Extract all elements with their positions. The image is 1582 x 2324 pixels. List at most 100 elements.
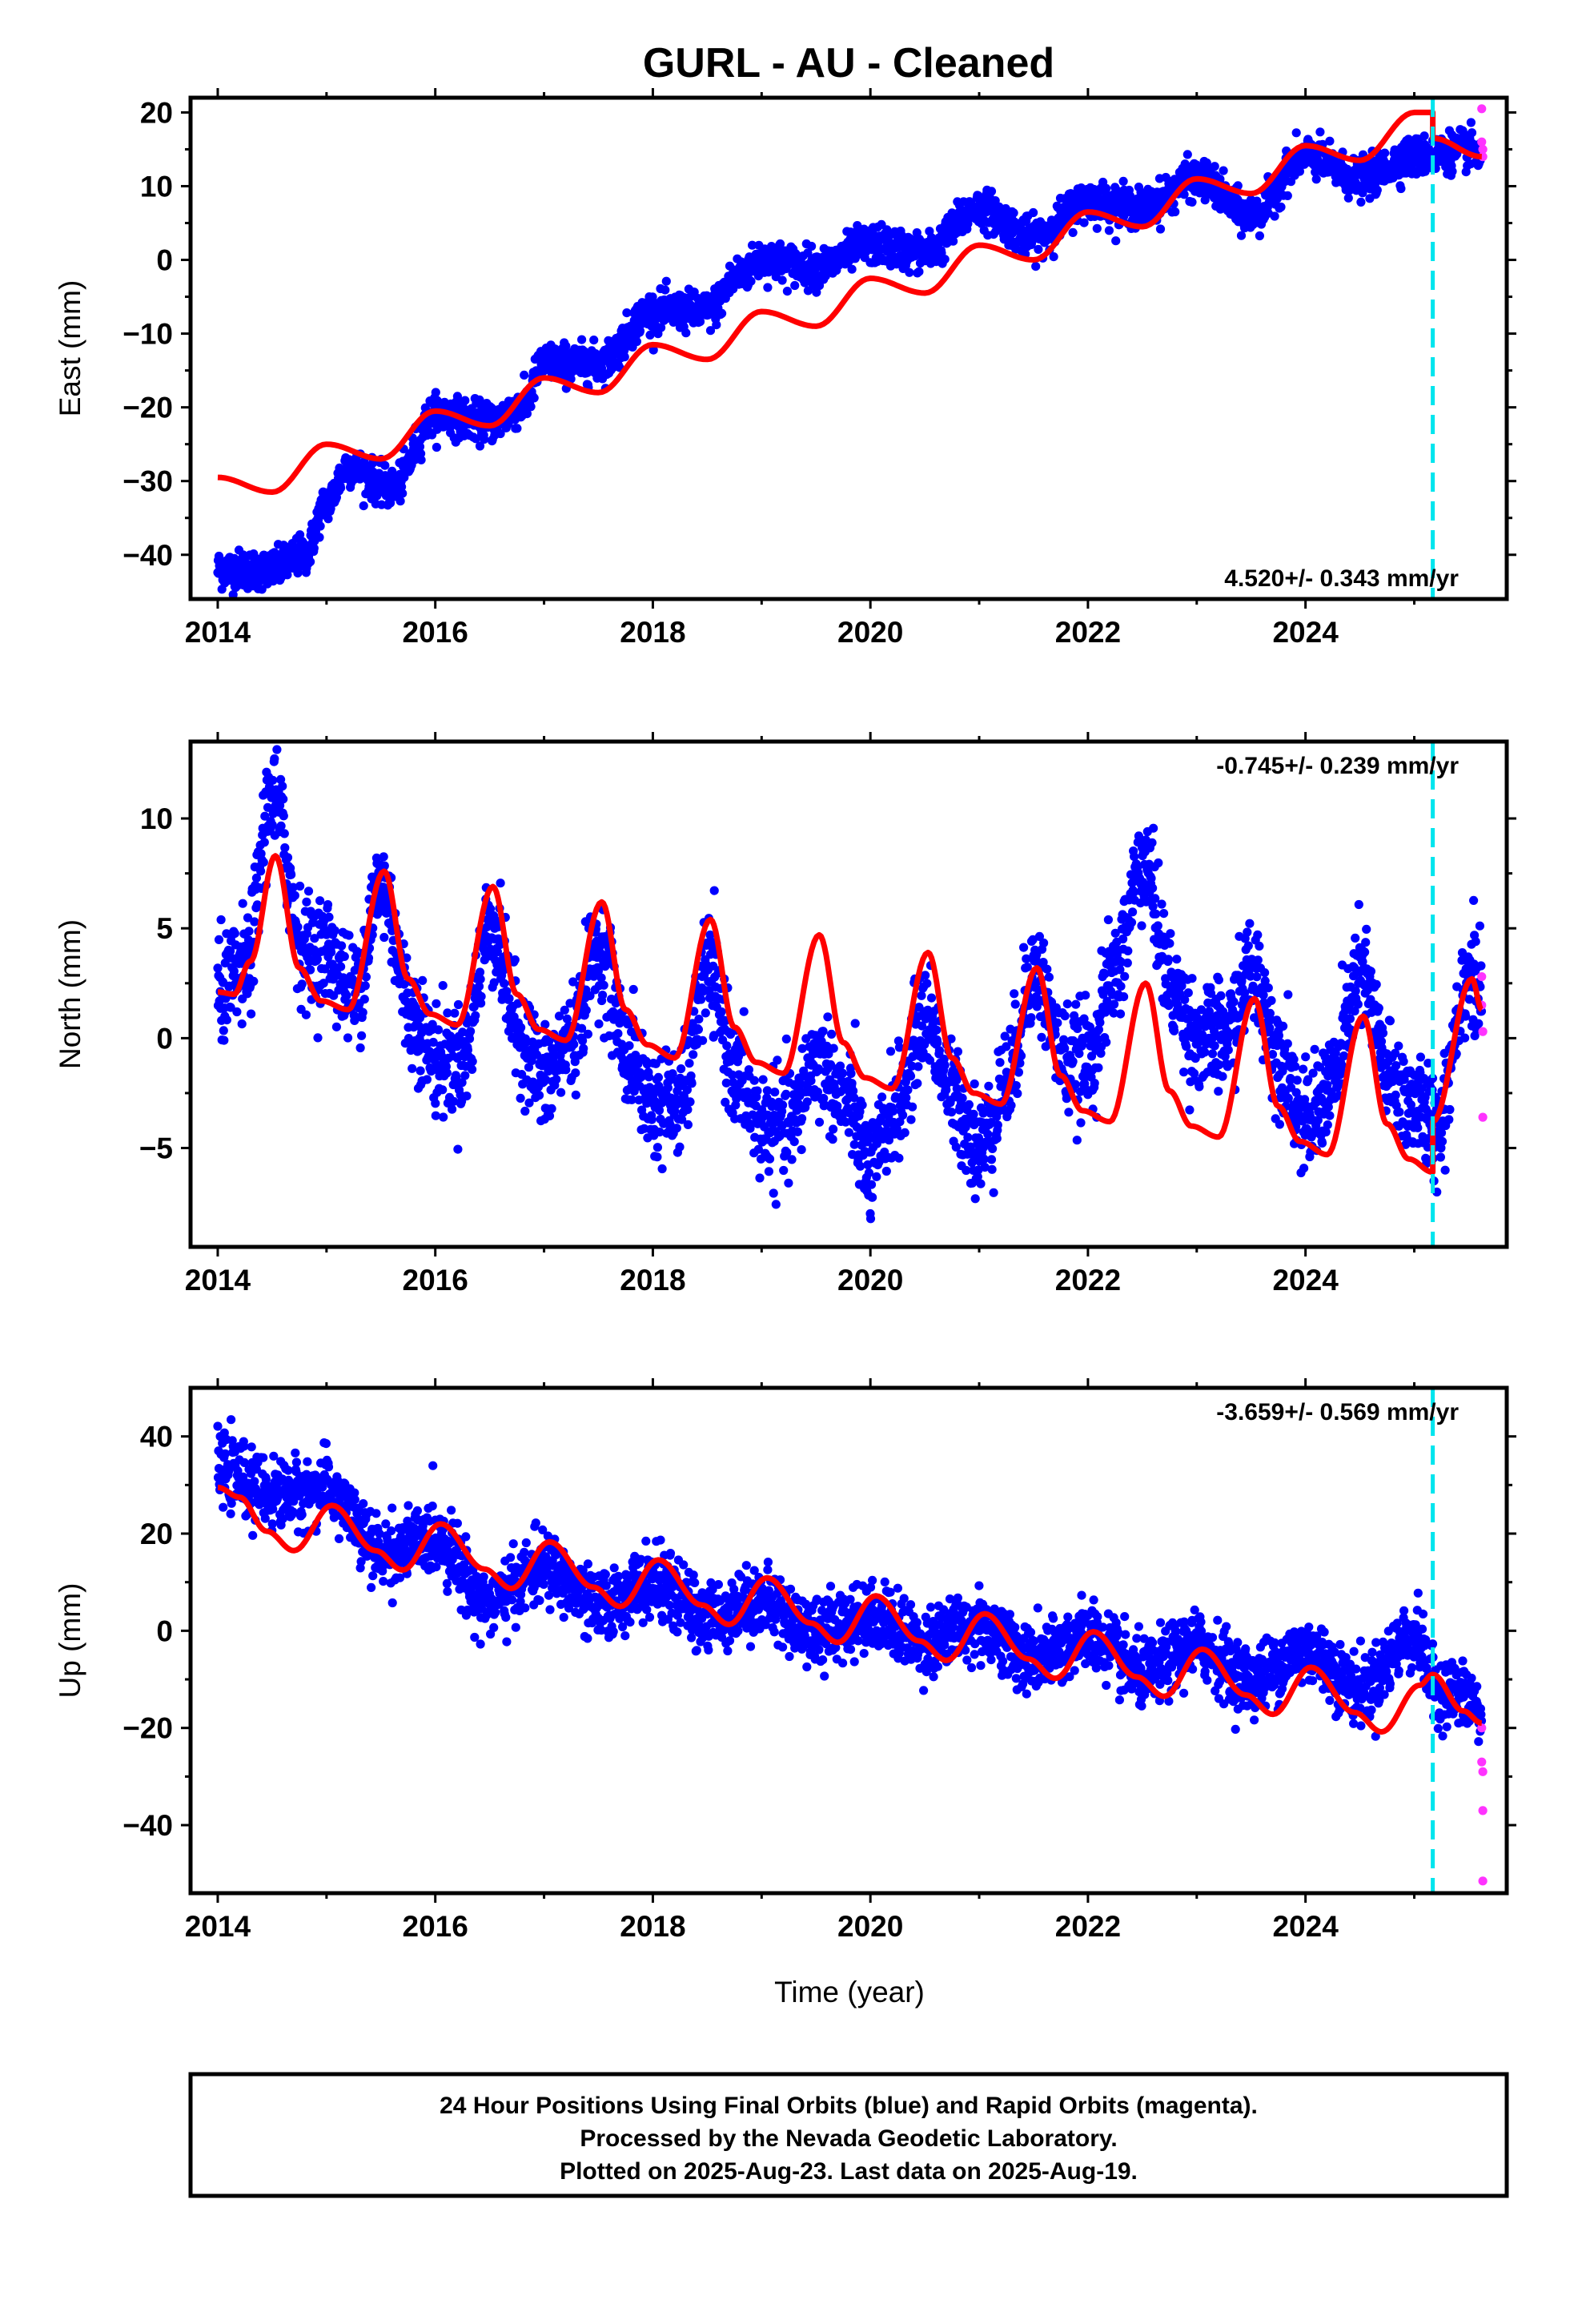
data-point — [683, 1120, 693, 1129]
data-point — [976, 1179, 986, 1188]
x-tick-label: 2018 — [620, 616, 685, 649]
data-point — [739, 1007, 749, 1016]
data-point — [331, 1022, 341, 1031]
data-point — [1311, 175, 1321, 184]
data-point — [303, 887, 314, 896]
data-point — [342, 991, 351, 1000]
data-point — [1111, 236, 1121, 246]
data-point — [784, 1178, 793, 1188]
data-point — [885, 1047, 896, 1056]
data-point — [468, 1064, 477, 1074]
data-point — [361, 972, 371, 982]
data-point — [408, 1063, 417, 1073]
data-point — [324, 912, 334, 922]
data-point — [812, 287, 821, 297]
data-point — [1356, 197, 1366, 207]
data-point — [914, 267, 924, 276]
data-point — [336, 962, 346, 971]
data-point — [803, 248, 813, 258]
data-point — [337, 941, 347, 951]
data-point — [698, 1035, 708, 1045]
data-point — [288, 883, 298, 892]
data-point — [579, 1043, 588, 1053]
data-point — [986, 1155, 997, 1164]
data-point — [259, 858, 268, 867]
data-point — [1325, 136, 1335, 146]
data-point — [1104, 226, 1114, 235]
data-point — [717, 308, 727, 318]
data-point — [301, 1010, 311, 1019]
data-point — [471, 434, 480, 444]
rapid-orbits-points — [1477, 104, 1488, 162]
data-point — [302, 897, 311, 907]
data-point — [270, 754, 279, 764]
data-point — [315, 896, 325, 906]
data-point — [695, 317, 705, 327]
data-point — [1049, 252, 1058, 262]
data-point — [594, 1019, 604, 1029]
data-point — [685, 1097, 695, 1107]
data-point — [431, 1111, 440, 1120]
data-point — [416, 1066, 425, 1076]
data-point — [571, 1068, 580, 1078]
data-point — [717, 1007, 726, 1017]
data-point — [243, 913, 253, 923]
data-point — [970, 1079, 979, 1089]
data-point — [330, 926, 339, 935]
data-point — [807, 241, 817, 251]
data-point — [428, 1019, 437, 1029]
data-point — [357, 1031, 367, 1040]
data-point — [516, 1023, 526, 1032]
data-point — [238, 899, 247, 908]
data-point — [293, 922, 303, 932]
y-tick-label: −40 — [122, 539, 173, 572]
data-point — [268, 775, 278, 785]
data-point — [213, 963, 223, 973]
data-point — [1276, 202, 1286, 212]
x-tick-label: 2014 — [185, 616, 251, 649]
data-point — [926, 993, 937, 1003]
data-point — [516, 1093, 525, 1103]
data-point — [433, 1025, 444, 1035]
data-point — [380, 460, 390, 470]
data-point — [818, 1027, 828, 1036]
data-point — [866, 1180, 877, 1189]
data-point — [306, 557, 315, 567]
data-point — [327, 947, 336, 957]
data-point — [1200, 195, 1210, 205]
data-point — [529, 393, 539, 403]
data-point — [512, 424, 522, 433]
data-point — [476, 991, 486, 1001]
data-point — [857, 1100, 867, 1110]
data-point — [279, 811, 288, 821]
data-point — [239, 550, 248, 560]
y-tick-label: −30 — [122, 465, 173, 498]
data-point — [675, 1142, 685, 1152]
data-point — [496, 428, 505, 439]
data-point — [264, 782, 275, 792]
data-point — [722, 1041, 732, 1051]
data-point — [249, 976, 259, 986]
data-point — [993, 1120, 1002, 1130]
rate-label: 4.520+/- 0.343 mm/yr — [1224, 565, 1459, 592]
data-point — [520, 370, 529, 380]
x-tick-label: 2016 — [403, 616, 468, 649]
data-point — [1187, 197, 1197, 207]
data-point — [652, 1152, 662, 1162]
data-point — [1295, 167, 1304, 176]
y-axis-label: East (mm) — [54, 280, 86, 417]
data-point — [583, 1029, 593, 1039]
data-point — [214, 551, 224, 561]
data-point — [748, 240, 757, 250]
data-point — [471, 1011, 480, 1020]
data-point — [648, 345, 658, 355]
data-point — [315, 521, 325, 531]
data-point — [309, 544, 319, 553]
data-point — [681, 328, 691, 338]
data-point — [432, 999, 441, 1008]
data-point — [1182, 150, 1192, 159]
data-point — [829, 1043, 838, 1053]
data-point — [661, 285, 670, 295]
data-point — [359, 995, 369, 1004]
data-point — [453, 1144, 463, 1154]
